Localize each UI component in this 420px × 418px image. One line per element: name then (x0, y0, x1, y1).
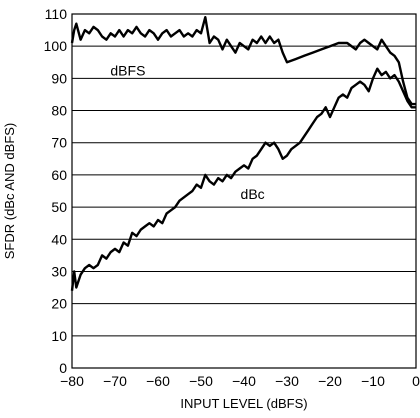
x-tick-label: −30 (275, 373, 299, 389)
y-tick-label: 40 (51, 231, 67, 247)
x-tick-label: −50 (189, 373, 213, 389)
plot-frame (71, 13, 417, 369)
x-tick-label: −40 (232, 373, 256, 389)
x-axis-label: INPUT LEVEL (dBFS) (180, 396, 307, 411)
x-axis-ticks: −80 −70 −60 −50 −40 −30 −20 −10 0 (60, 373, 420, 389)
series-line-dbfs (70, 16, 416, 106)
series-label-dbc: dBc (241, 186, 265, 202)
x-tick-label: −20 (318, 373, 342, 389)
y-tick-label: 10 (51, 328, 67, 344)
x-tick-label: 0 (412, 373, 420, 389)
y-tick-label: 90 (51, 70, 67, 86)
y-tick-label: 30 (51, 263, 67, 279)
series-lines (70, 16, 416, 291)
y-tick-label: 50 (51, 199, 67, 215)
series-line-dbc (70, 67, 416, 291)
y-tick-label: 80 (51, 103, 67, 119)
y-tick-label: 0 (59, 360, 67, 376)
y-tick-label: 110 (45, 6, 68, 22)
x-tick-label: −70 (103, 373, 127, 389)
x-tick-label: −10 (361, 373, 385, 389)
series-label-dbfs: dBFS (110, 62, 145, 78)
y-axis-label: SFDR (dBc AND dBFS) (2, 123, 17, 260)
y-axis-ticks: 0 10 20 30 40 50 60 70 80 90 100 110 (44, 6, 68, 376)
series-labels: dBFS dBc (110, 62, 264, 202)
y-tick-label: 100 (44, 38, 68, 54)
x-tick-label: −60 (146, 373, 170, 389)
y-tick-label: 20 (51, 296, 67, 312)
y-tick-label: 60 (51, 167, 67, 183)
x-tick-label: −80 (60, 373, 84, 389)
y-tick-label: 70 (51, 135, 67, 151)
